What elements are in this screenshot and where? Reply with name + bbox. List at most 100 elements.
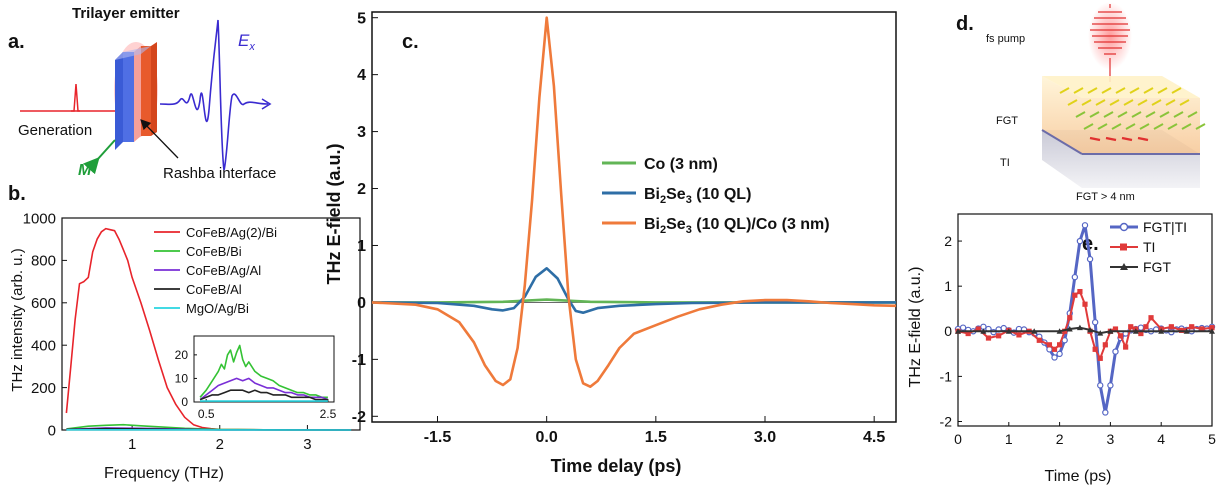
spin-arrow xyxy=(1139,123,1150,130)
e-point-circle xyxy=(1091,319,1099,326)
c-xtick-label: 0.0 xyxy=(536,429,558,446)
e-point-square xyxy=(996,333,1002,339)
e-point-square xyxy=(1199,326,1205,332)
spin-arrow xyxy=(1167,123,1178,130)
panel-e-ylabel: THz E-field (a.u.) xyxy=(907,267,924,388)
e-point-triangle xyxy=(1005,328,1012,334)
panel-b-letter: b. xyxy=(8,183,26,205)
spin-arrow xyxy=(1137,99,1148,106)
ex-label: Ex xyxy=(238,31,255,53)
e-point-circle xyxy=(1056,350,1063,358)
e-point-triangle xyxy=(1097,330,1104,336)
fgt-condition-label: FGT > 4 nm xyxy=(1076,191,1135,203)
e-point-circle xyxy=(1097,382,1104,389)
e-legend-label: TI xyxy=(1143,239,1155,255)
spin-arrow xyxy=(1151,99,1162,106)
spin-arrow xyxy=(1103,111,1114,118)
spin-arrow xyxy=(1081,99,1092,106)
spin-arrow-interface xyxy=(1121,136,1133,142)
spin-arrow xyxy=(1089,111,1100,118)
e-point-circle xyxy=(1051,354,1058,361)
e-point-circle xyxy=(1086,255,1094,263)
spin-arrow xyxy=(1179,99,1190,106)
b-xtick-label: 3 xyxy=(303,436,311,453)
c-legend-label: Bi2Se3 (10 QL) xyxy=(644,186,751,206)
e-point-square xyxy=(1209,325,1215,331)
b-inset-bg xyxy=(194,336,334,402)
emitted-wave xyxy=(159,19,269,171)
b-inset-ytick-label: 20 xyxy=(175,348,189,362)
spin-arrow xyxy=(1165,99,1176,106)
ti-label: TI xyxy=(1000,157,1010,169)
spin-arrow xyxy=(1129,87,1140,94)
e-point-triangle xyxy=(1158,328,1165,334)
panel-c: c. THz E-field (a.u.) Time delay (ps) -1… xyxy=(324,10,897,476)
e-point-square xyxy=(985,335,992,341)
b-inset-series-line-2 xyxy=(199,389,328,401)
pump-label: fs pump xyxy=(986,33,1025,45)
panel-c-legend: Co (3 nm) Bi2Se3 (10 QL) Bi2Se3 (10 QL)/Co… xyxy=(602,156,830,236)
e-point-triangle xyxy=(1107,328,1114,334)
panel-e: e. THz E-field (a.u.) Time (ps) 0 1 2 3 4 5-2… xyxy=(907,213,1216,485)
spin-arrow xyxy=(1101,87,1112,94)
e-point-circle xyxy=(1112,348,1119,355)
c-ytick-label: -2 xyxy=(352,409,366,426)
e-point-square xyxy=(1128,324,1134,330)
b-xtick-label: 1 xyxy=(128,436,136,453)
e-point-square xyxy=(1036,337,1042,343)
c-ytick-label: 3 xyxy=(357,124,366,141)
ti-slab xyxy=(1042,130,1200,188)
e-xtick-label: 5 xyxy=(1208,431,1216,447)
e-point-triangle xyxy=(1056,328,1063,334)
e-point-circle xyxy=(1107,382,1114,389)
spin-arrow xyxy=(1083,123,1094,130)
panel-e-legend: FGT|TI TI FGT xyxy=(1110,219,1187,275)
generation-label: Generation xyxy=(18,122,92,139)
e-point-square xyxy=(1092,346,1098,352)
c-ytick-label: 2 xyxy=(357,181,366,198)
b-ytick-label: 400 xyxy=(31,337,56,354)
panel-b: b. THz intensity (arb. u.) Frequency (TH… xyxy=(8,183,361,482)
spin-arrow xyxy=(1097,123,1108,130)
e-point-circle xyxy=(959,324,967,331)
e-point-square xyxy=(1168,324,1174,330)
spin-arrow xyxy=(1171,87,1182,94)
e-point-square xyxy=(1143,324,1149,330)
e-point-triangle xyxy=(1132,328,1139,334)
e-xtick-label: 1 xyxy=(1005,431,1013,447)
c-series-line-2 xyxy=(371,16,897,388)
e-xtick-label: 0 xyxy=(954,431,962,447)
e-point-square xyxy=(1189,324,1195,330)
panel-c-ylabel: THz E-field (a.u.) xyxy=(324,144,344,285)
e-ytick-label: 0 xyxy=(944,323,952,339)
e-point-square xyxy=(1082,301,1088,307)
rashba-pointer xyxy=(140,119,179,159)
e-point-square xyxy=(1097,355,1103,361)
e-ytick-label: 2 xyxy=(944,233,952,249)
b-legend-label: CoFeB/Ag(2)/Bi xyxy=(186,225,277,240)
e-point-square xyxy=(1148,315,1154,321)
panel-c-plot: -1.5 0.0 1.5 3.0 4.5 -2 -1 0 1 2 3 4 5 xyxy=(352,10,897,446)
spin-arrow xyxy=(1173,111,1184,118)
b-inset-series-line-0 xyxy=(199,344,328,399)
e-point-triangle xyxy=(1031,328,1038,334)
spin-arrow xyxy=(1131,111,1142,118)
e-ytick-label: -2 xyxy=(940,413,953,429)
b-inset-xtick-label: 0.5 xyxy=(198,407,215,421)
e-point-circle xyxy=(1102,409,1109,416)
panel-a-title: Trilayer emitter xyxy=(72,5,180,22)
pulse-spike xyxy=(71,83,80,112)
c-ytick-label: 4 xyxy=(357,67,366,84)
pump-pulse xyxy=(1090,4,1130,82)
e-point-square xyxy=(1046,342,1053,348)
m-arrow xyxy=(83,139,116,175)
e-ytick-label: 1 xyxy=(944,278,952,294)
b-ytick-label: 800 xyxy=(31,253,56,270)
e-point-triangle xyxy=(980,328,987,334)
c-frame xyxy=(371,11,897,423)
e-point-square xyxy=(1102,342,1108,348)
e-point-square xyxy=(965,330,971,337)
b-ytick-label: 0 xyxy=(48,422,56,439)
spin-arrow xyxy=(1125,123,1136,130)
